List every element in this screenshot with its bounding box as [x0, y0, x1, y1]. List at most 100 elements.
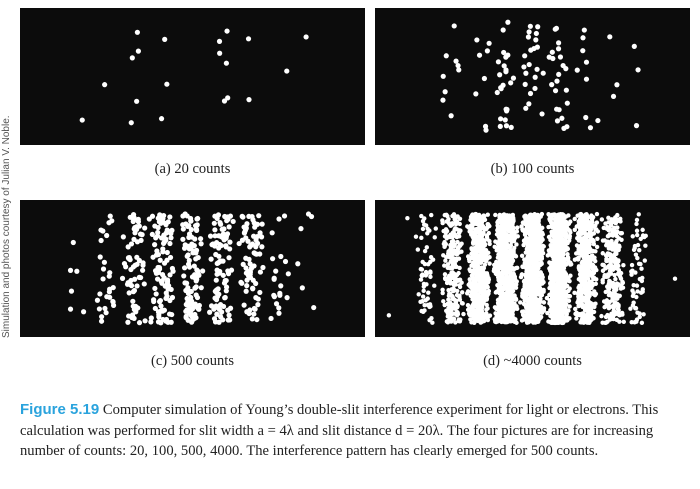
hit-dot — [482, 214, 487, 219]
hit-dot — [635, 310, 640, 315]
hit-dot — [193, 256, 199, 262]
hit-dot — [107, 213, 113, 219]
hit-dot — [420, 294, 426, 299]
hit-dot — [581, 314, 586, 320]
hit-dot — [572, 257, 578, 262]
hit-dot — [254, 240, 261, 246]
hit-dot — [197, 236, 204, 242]
hit-dot — [554, 118, 561, 124]
hit-dot — [443, 53, 449, 59]
hit-dot — [282, 258, 289, 265]
hit-dot — [610, 267, 616, 272]
hit-dot — [621, 319, 626, 324]
hit-dot — [577, 217, 583, 222]
hit-dot — [593, 258, 598, 264]
hit-dot — [189, 241, 195, 247]
hit-dot — [96, 306, 102, 312]
hit-dot — [606, 227, 611, 233]
hit-dot — [485, 221, 490, 227]
hit-dot — [563, 242, 568, 248]
hit-dot — [522, 221, 527, 226]
hit-dot — [424, 245, 430, 250]
hit-dot — [428, 274, 433, 280]
hit-dot — [444, 319, 450, 324]
hit-dot — [457, 228, 462, 233]
hit-dot — [556, 71, 562, 78]
hit-dot — [552, 223, 558, 228]
hit-dot — [508, 80, 514, 86]
hit-dot — [156, 314, 162, 320]
hit-dot — [616, 267, 622, 273]
hit-dot — [477, 285, 482, 290]
hit-dot — [606, 215, 611, 221]
hit-dot — [508, 228, 513, 233]
hit-dot — [549, 298, 555, 304]
hit-dot — [67, 267, 74, 273]
hit-dot — [131, 287, 138, 294]
hit-dot — [634, 232, 640, 238]
hit-dot — [635, 67, 641, 73]
hit-dot — [595, 229, 601, 234]
hit-dot — [469, 320, 474, 325]
hit-dot — [450, 261, 456, 267]
hit-dot — [216, 38, 223, 44]
panel-a-label: (a) 20 counts — [154, 161, 231, 177]
hit-dot — [180, 236, 186, 242]
hit-dot — [421, 288, 426, 294]
hit-dot — [629, 319, 634, 325]
hit-dot — [94, 297, 101, 303]
hit-dot — [250, 285, 256, 291]
hit-dot — [532, 256, 537, 261]
hit-dot — [550, 277, 556, 283]
hit-dot — [553, 287, 558, 292]
hit-dot — [539, 310, 545, 315]
hit-dot — [500, 314, 505, 320]
hit-dot — [633, 305, 638, 311]
hit-dot — [476, 258, 481, 263]
hit-dot — [634, 228, 640, 233]
hit-dot — [125, 255, 132, 261]
hit-dot — [485, 317, 491, 323]
hit-dot — [211, 306, 217, 312]
hit-dot — [165, 286, 171, 292]
hit-dot — [639, 320, 645, 326]
hit-dot — [193, 284, 199, 290]
hit-dot — [531, 302, 536, 307]
hit-dot — [445, 308, 451, 313]
hit-dot — [97, 291, 103, 297]
hit-dot — [554, 78, 560, 84]
hit-dot — [423, 273, 429, 278]
hit-dot — [546, 319, 551, 324]
hit-dot — [158, 116, 165, 122]
hit-dot — [448, 113, 454, 119]
hit-dot — [446, 312, 452, 318]
hit-dot — [613, 220, 618, 226]
hit-dot — [472, 233, 477, 238]
hit-dot — [188, 227, 194, 233]
hit-dot — [554, 235, 560, 241]
hit-dot — [607, 34, 613, 40]
hit-dot — [224, 218, 230, 224]
hit-dot — [194, 216, 200, 222]
hit-dot — [506, 238, 511, 243]
hit-dot — [428, 270, 433, 275]
hit-dot — [585, 218, 591, 224]
hit-dot — [509, 272, 514, 278]
hit-dot — [475, 299, 480, 304]
hit-dot — [446, 234, 452, 239]
hit-dot — [451, 288, 456, 294]
hit-dot — [526, 61, 532, 68]
hit-dot — [189, 298, 195, 304]
hit-dot — [537, 242, 542, 247]
hit-dot — [246, 97, 252, 103]
hit-dot — [581, 280, 587, 286]
hit-dot — [460, 290, 465, 295]
hit-dot — [545, 310, 550, 316]
hit-dot — [125, 319, 131, 325]
hit-dot — [593, 249, 598, 254]
hit-dot — [226, 312, 232, 318]
hit-dot — [107, 294, 113, 300]
hit-dot — [419, 213, 424, 219]
hit-dot — [609, 219, 614, 224]
hit-dot — [526, 319, 531, 325]
